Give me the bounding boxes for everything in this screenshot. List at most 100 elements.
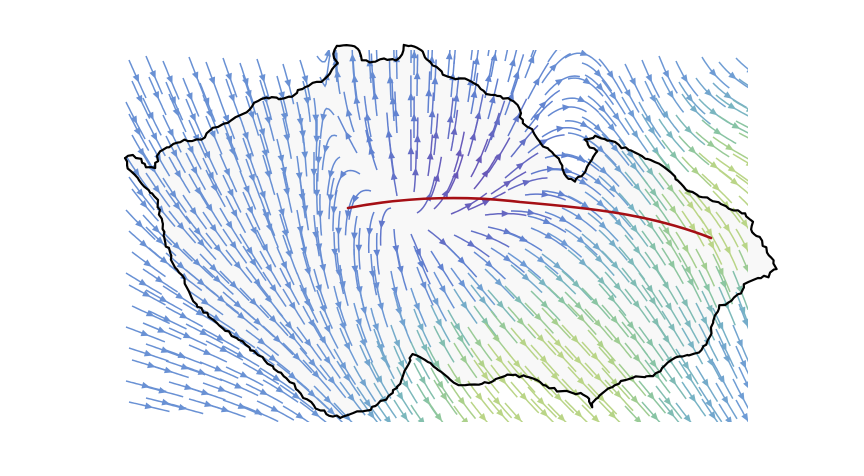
- streamline-arrow: [610, 144, 619, 153]
- streamline-arrow: [191, 71, 199, 81]
- streamline-arrow: [610, 261, 619, 270]
- streamline-arrow: [550, 372, 559, 381]
- streamline-arrow: [368, 146, 376, 155]
- streamline-arrow: [143, 259, 152, 267]
- streamline-arrow: [711, 183, 721, 192]
- streamline-arrow: [686, 201, 695, 210]
- streamline-arrow: [662, 281, 670, 290]
- streamline-arrow: [199, 328, 209, 336]
- streamline-arrow: [736, 339, 743, 348]
- streamline-arrow: [157, 326, 166, 333]
- streamline-arrow: [574, 213, 584, 221]
- streamline-arrow: [613, 390, 622, 399]
- streamline-arrow: [446, 114, 454, 123]
- streamline-arrow: [650, 412, 659, 421]
- streamline-arrow: [364, 112, 372, 122]
- streamline: [470, 50, 473, 61]
- streamline-arrow: [495, 355, 504, 364]
- streamline-arrow: [503, 254, 512, 263]
- streamline-arrow: [311, 409, 320, 418]
- streamline-arrow: [147, 111, 154, 121]
- streamline-arrow: [573, 356, 582, 365]
- streamline-arrow: [140, 329, 150, 337]
- streamline-arrow: [665, 302, 673, 312]
- streamline-arrow: [339, 170, 347, 180]
- streamline-arrow: [536, 255, 546, 264]
- streamline-arrow: [527, 208, 536, 216]
- streamline-arrow: [410, 113, 418, 122]
- streamline-arrow: [534, 312, 543, 322]
- streamline-arrow: [445, 51, 453, 60]
- streamline-arrow: [228, 147, 236, 157]
- streamline-arrow: [187, 145, 194, 155]
- streamline-arrow: [209, 263, 218, 272]
- streamline-arrow: [245, 89, 252, 99]
- streamline-arrow: [385, 129, 393, 138]
- streamline-arrow: [684, 266, 692, 275]
- streamline-arrow: [649, 94, 657, 104]
- streamline-arrow: [432, 297, 439, 307]
- streamline-arrow: [313, 135, 321, 144]
- streamline-arrow: [334, 69, 341, 78]
- streamline: [695, 77, 727, 108]
- streamline-arrow: [236, 351, 245, 358]
- streamline-arrow: [513, 413, 522, 422]
- streamline-arrow: [323, 356, 331, 365]
- streamline-arrow: [420, 343, 428, 353]
- streamline-arrow: [626, 321, 635, 330]
- streamline-arrow: [596, 340, 605, 349]
- streamline-arrow: [280, 166, 287, 176]
- streamline-arrow: [723, 91, 733, 99]
- streamline-arrow: [283, 187, 290, 197]
- streamline-arrow: [426, 151, 434, 160]
- streamline-arrow: [410, 50, 418, 59]
- streamline-arrow: [209, 223, 217, 233]
- streamline-arrow: [438, 339, 446, 348]
- streamline-arrow: [284, 281, 292, 291]
- streamline-arrow: [242, 131, 249, 141]
- streamline-arrow: [481, 169, 489, 178]
- streamline-arrow: [475, 154, 482, 164]
- streamline-arrow: [652, 371, 660, 380]
- streamline-arrow: [150, 132, 158, 142]
- streamline-arrow: [339, 361, 347, 371]
- streamline-arrow: [143, 349, 153, 357]
- streamline-arrow: [684, 125, 693, 134]
- streamline-arrow: [301, 75, 309, 84]
- streamline-arrow: [137, 147, 145, 157]
- streamline-arrow: [219, 345, 229, 353]
- streamline-arrow: [544, 232, 554, 240]
- streamline-arrow: [435, 318, 442, 328]
- streamline-arrow: [633, 415, 642, 422]
- streamline-arrow: [319, 263, 327, 273]
- streamline-arrow: [579, 50, 589, 56]
- streamline-arrow: [323, 324, 331, 334]
- streamline-arrow: [745, 161, 748, 166]
- streamline-arrow: [315, 156, 323, 165]
- streamline-arrow: [413, 71, 421, 80]
- streamline: [375, 50, 378, 63]
- streamline-arrow: [713, 127, 722, 135]
- streamline-arrow: [731, 122, 741, 129]
- streamline-arrow: [509, 58, 516, 67]
- streamline-arrow: [666, 184, 675, 193]
- streamline-arrow: [737, 392, 745, 402]
- streamline-arrow: [203, 348, 212, 355]
- streamline-arrow: [752, 138, 761, 145]
- streamline-arrow: [666, 408, 675, 418]
- streamline-arrow: [345, 131, 352, 140]
- streamline-arrow: [598, 104, 606, 114]
- streamline-arrow: [578, 177, 588, 186]
- streamline-arrow: [295, 172, 303, 181]
- streamline-arrow: [663, 397, 672, 406]
- streamline-arrow: [464, 202, 474, 210]
- streamline-arrow: [162, 315, 172, 322]
- streamline-arrow: [255, 368, 265, 376]
- streamline-arrow: [571, 279, 581, 289]
- streamline-arrow: [249, 258, 257, 267]
- streamline-arrow: [233, 261, 242, 270]
- streamline: [718, 61, 748, 89]
- streamline-arrow: [359, 338, 366, 348]
- streamline-arrow: [591, 297, 599, 307]
